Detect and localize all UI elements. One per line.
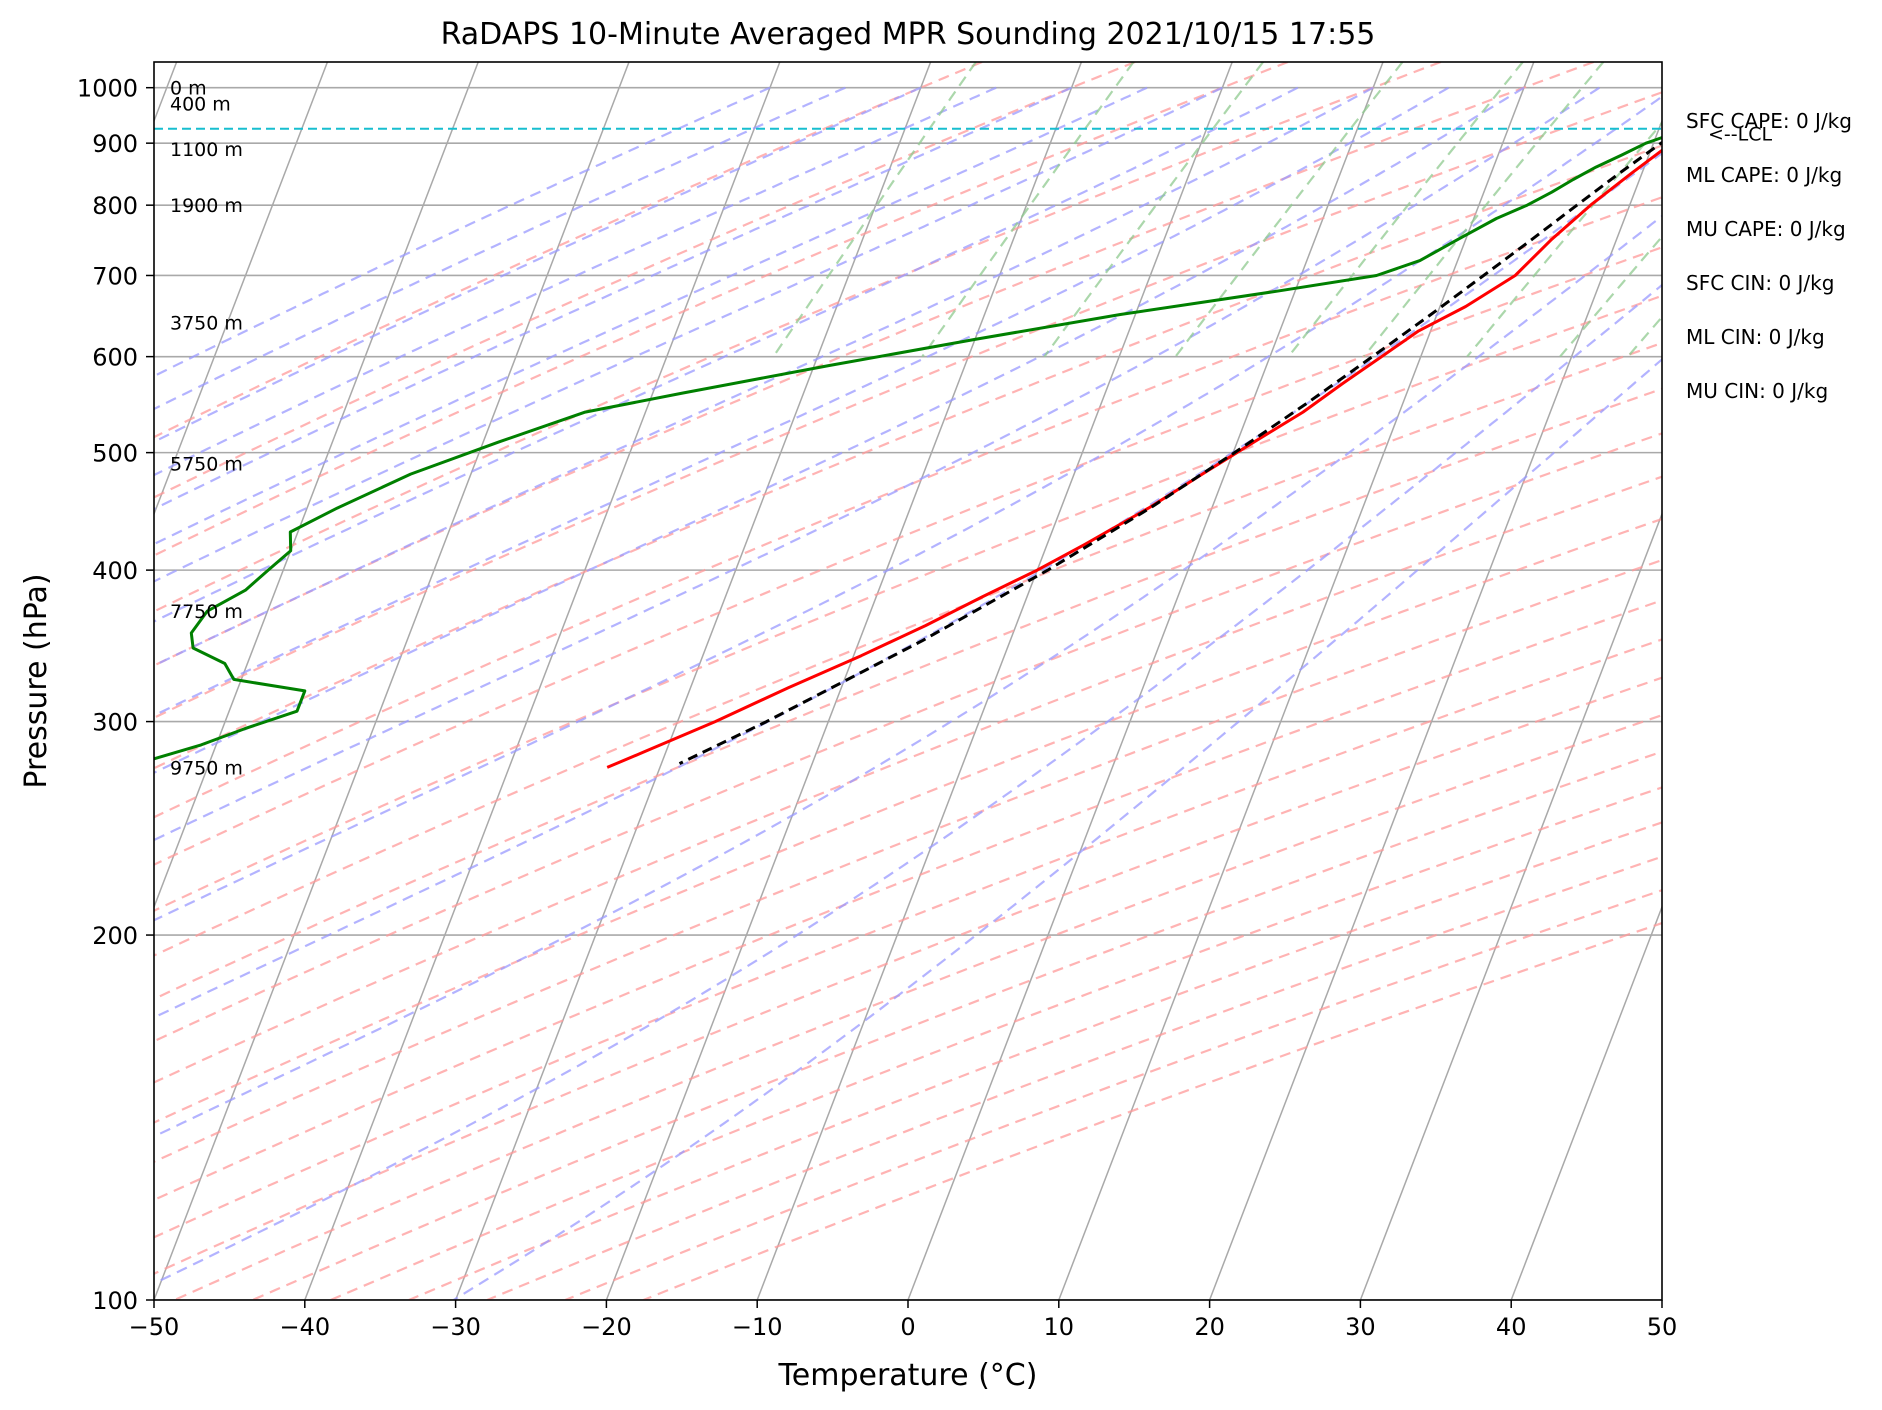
height-label: 1900 m	[170, 195, 243, 217]
dry-adiabat	[154, 62, 1289, 557]
x-axis-label: Temperature (°C)	[778, 1358, 1038, 1393]
height-label: 5750 m	[170, 453, 243, 475]
temperature-line	[606, 148, 1662, 769]
isotherm-line	[1510, 904, 1662, 1300]
dry-adiabat	[154, 558, 1662, 1163]
profile-lines	[154, 127, 1662, 769]
height-label: 9750 m	[170, 757, 243, 779]
moist-adiabat	[154, 86, 1525, 774]
dry-adiabat	[173, 713, 1662, 1300]
dry-adiabat	[154, 62, 1595, 667]
mixing-ratio-line	[1043, 62, 1264, 358]
moist-adiabat	[154, 214, 1662, 1138]
y-tick-label: 600	[92, 344, 138, 372]
x-tick-label: 10	[1044, 1313, 1075, 1341]
isotherm-line	[756, 62, 1233, 1300]
moist-adiabat	[154, 86, 997, 477]
stability-index: ML CAPE: 0 J/kg	[1686, 163, 1842, 187]
lcl-label: <--LCL	[1708, 124, 1772, 146]
dry-adiabat	[154, 62, 1442, 613]
y-tick-label: 800	[92, 192, 138, 220]
moist-adiabat	[154, 95, 1662, 922]
moist-adiabat	[154, 86, 846, 411]
annotations: 9750 m 7750 m 5750 m 3750 m 1900 m 1100 m 400 …	[170, 78, 1852, 780]
parcel-line	[678, 140, 1662, 765]
moist-adiabat	[154, 283, 1662, 1285]
x-tick-label: −10	[732, 1313, 783, 1341]
moist-adiabat	[453, 357, 1662, 1300]
dry-adiabat	[154, 294, 1662, 912]
height-label: 400 m	[170, 94, 231, 116]
y-tick-label: 500	[92, 440, 138, 468]
moist-adiabat	[154, 151, 1662, 1019]
height-label: 0 m	[170, 78, 207, 100]
y-tick-label: 1000	[77, 75, 138, 103]
dry-adiabat	[154, 62, 983, 439]
y-tick-label: 200	[92, 922, 138, 950]
height-label: 1100 m	[170, 139, 243, 161]
dry-adiabat	[154, 144, 1662, 770]
mixing-ratio-line	[1362, 62, 1605, 358]
x-tick-label: −50	[129, 1313, 180, 1341]
moist-adiabat	[154, 86, 1223, 583]
dry-adiabat	[154, 341, 1662, 957]
dry-adiabat	[154, 432, 1662, 1043]
moist-adiabat	[154, 86, 771, 378]
stability-index: SFC CIN: 0 J/kg	[1686, 271, 1834, 295]
mixing-ratio-line	[1466, 121, 1662, 358]
stability-index: MU CIN: 0 J/kg	[1686, 379, 1828, 403]
mixing-ratio-line	[1174, 62, 1404, 358]
dry-adiabat	[154, 475, 1662, 1084]
height-label: 3750 m	[170, 313, 243, 335]
height-label: 7750 m	[170, 601, 243, 623]
y-tick-label: 900	[92, 130, 138, 158]
x-tick-label: 0	[900, 1313, 915, 1341]
isotherm-line	[304, 62, 781, 1300]
dry-adiabat	[154, 196, 1662, 819]
x-tick-label: 20	[1194, 1313, 1225, 1341]
isotherm-line	[1359, 511, 1662, 1300]
stability-index: ML CIN: 0 J/kg	[1686, 325, 1825, 349]
y-tick-label: 700	[92, 262, 138, 290]
moist-adiabat	[154, 86, 1601, 842]
isotherm-line	[154, 62, 329, 517]
isotherm-line	[154, 62, 630, 1300]
dry-adiabat	[154, 246, 1662, 866]
moist-adiabat	[154, 86, 1073, 511]
moist-adiabat	[154, 86, 1374, 667]
moist-adiabat	[154, 86, 1299, 623]
dry-adiabat	[154, 91, 1662, 719]
background-lines	[154, 62, 1662, 1300]
mixing-ratio-line	[1287, 62, 1524, 358]
x-tick-label: 50	[1647, 1313, 1678, 1341]
isotherm-line	[907, 62, 1384, 1300]
chart-title: RaDAPS 10-Minute Averaged MPR Sounding 2…	[441, 17, 1376, 52]
axes: −50 −40 −30 −20 −10 0 10 20 30 40 50 100 200 300 400 50…	[77, 75, 1677, 1341]
x-tick-label: 40	[1496, 1313, 1527, 1341]
dry-adiabat	[154, 599, 1662, 1202]
y-tick-label: 100	[92, 1287, 138, 1315]
x-tick-label: 30	[1345, 1313, 1376, 1341]
y-tick-label: 400	[92, 557, 138, 585]
isotherm-line	[454, 62, 932, 1300]
dewpoint-line	[154, 135, 1662, 761]
stability-index: SFC CAPE: 0 J/kg	[1686, 109, 1852, 133]
dry-adiabat	[330, 786, 1662, 1300]
stability-index: MU CAPE: 0 J/kg	[1686, 217, 1846, 241]
dry-adiabat	[154, 676, 1662, 1275]
x-tick-label: −40	[279, 1313, 330, 1341]
y-axis-label: Pressure (hPa)	[19, 573, 54, 788]
x-tick-label: −20	[581, 1313, 632, 1341]
x-tick-label: −30	[430, 1313, 481, 1341]
moist-adiabat	[154, 86, 1450, 717]
mixing-ratio-line	[772, 62, 977, 358]
isotherm-line	[1058, 62, 1535, 1300]
mixing-ratio-line	[1559, 235, 1662, 358]
y-tick-label: 300	[92, 709, 138, 737]
dry-adiabat	[154, 62, 1136, 499]
moist-adiabat	[154, 86, 1148, 546]
